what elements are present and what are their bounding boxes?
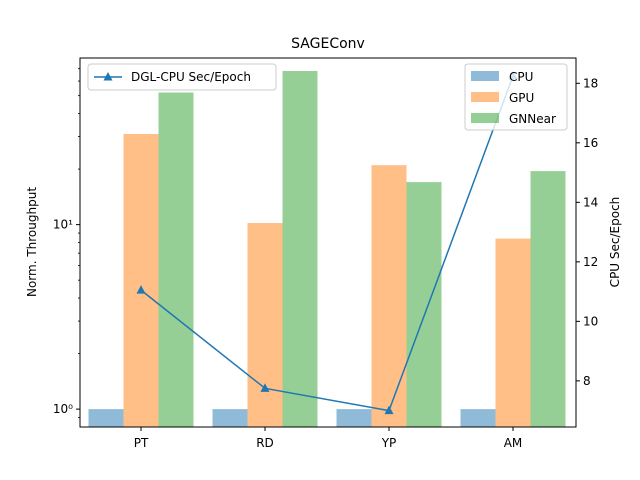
y-tick-label-right: 8 (583, 374, 591, 388)
x-tick-label: PT (134, 436, 149, 450)
x-tick-label: RD (256, 436, 274, 450)
y-axis-label-right: CPU Sec/Epoch (608, 197, 622, 288)
legend-line: DGL-CPU Sec/Epoch (87, 63, 277, 91)
bar-gpu-pt (123, 133, 159, 427)
legend-swatch-gpu (471, 92, 499, 102)
legend-swatch-gnnear (471, 113, 499, 123)
y-tick-label-right: 12 (583, 255, 598, 269)
legend-label-gpu: GPU (509, 91, 534, 105)
x-tick-label: AM (504, 436, 523, 450)
legend-label-gnnear: GNNear (509, 112, 556, 126)
y-tick-label-right: 16 (583, 136, 598, 150)
bar-cpu-pt (88, 409, 124, 427)
bar-gpu-am (495, 238, 531, 427)
legend-label-cpu: CPU (509, 70, 533, 84)
x-tick-label: YP (381, 436, 397, 450)
line-marker-pt (136, 285, 146, 294)
chart-title: SAGEConv (291, 36, 365, 52)
y-axis-label-left: Norm. Throughput (25, 187, 39, 297)
bar-cpu-rd (212, 409, 248, 427)
legend-swatch-cpu (471, 71, 499, 81)
y-tick-label-left: 10¹ (53, 218, 73, 232)
y-tick-label-left: 10⁰ (53, 402, 73, 416)
line-marker-yp (384, 405, 394, 415)
legend-label-dgl-cpu: DGL-CPU Sec/Epoch (131, 70, 251, 84)
series-line-dgl-cpu (140, 75, 514, 412)
y-tick-label-right: 18 (583, 76, 598, 90)
bar-gnnear-am (530, 171, 566, 427)
bar-gpu-yp (371, 165, 407, 427)
bar-gnnear-rd (282, 71, 318, 427)
bar-gnnear-yp (406, 182, 442, 427)
bar-gnnear-pt (158, 92, 194, 427)
legend-frame (87, 63, 277, 91)
bar-cpu-am (460, 409, 496, 427)
y-axis-right: 8 10 12 14 16 18 (576, 76, 598, 388)
bar-gpu-rd (247, 223, 283, 427)
line-marker-rd (260, 383, 270, 392)
bars-layer (88, 71, 566, 427)
legend-line-marker (103, 72, 113, 81)
line-layer (136, 70, 518, 415)
y-axis-left: 10⁰ 10¹ (53, 68, 80, 418)
x-axis: PT RD YP AM (134, 427, 523, 450)
y-tick-label-right: 14 (583, 195, 598, 209)
y-tick-label-right: 10 (583, 314, 598, 328)
legend-bars: CPU GPU GNNear (464, 63, 568, 131)
bar-cpu-yp (336, 409, 372, 427)
